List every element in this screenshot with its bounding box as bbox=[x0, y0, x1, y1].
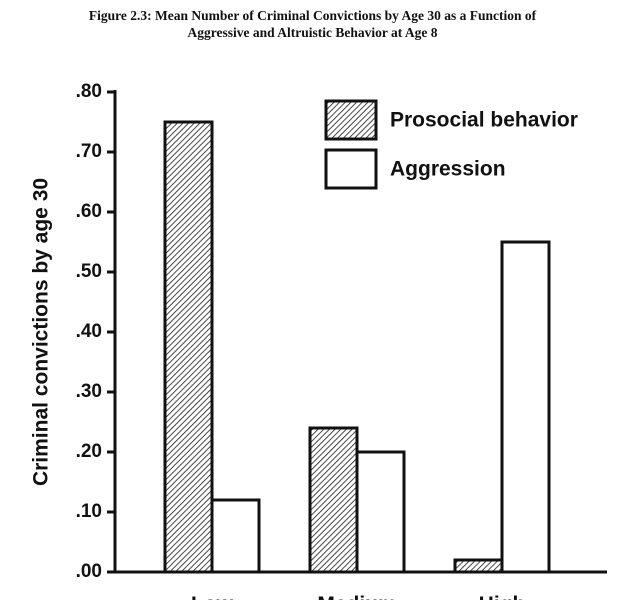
axes-group: .00 .10 .20 .30 .40 .50 .60 .70 .80 Low Medium High bbox=[76, 81, 607, 600]
chart-title: Figure 2.3: Mean Number of Criminal Conv… bbox=[0, 7, 625, 41]
x-category-label: High bbox=[479, 593, 526, 600]
bar-aggression-low bbox=[210, 498, 261, 574]
chart-title-line-1: Figure 2.3: Mean Number of Criminal Conv… bbox=[88, 8, 537, 23]
y-tick-label: .40 bbox=[76, 321, 102, 342]
legend-swatch-prosocial bbox=[324, 99, 378, 141]
legend-label-aggression: Aggression bbox=[390, 158, 506, 181]
y-tick-label: .00 bbox=[76, 561, 102, 582]
x-category-label: Low bbox=[191, 593, 234, 600]
y-tick-label: .70 bbox=[76, 141, 102, 162]
bars-group bbox=[163, 120, 551, 574]
x-category-label: Medium bbox=[317, 593, 396, 600]
legend-label-prosocial: Prosocial behavior bbox=[390, 109, 578, 132]
y-axis-label: Criminal convictions by age 30 bbox=[30, 178, 53, 486]
y-tick-label: .10 bbox=[76, 501, 102, 522]
bar-aggression-medium bbox=[355, 450, 406, 574]
y-tick-label: .50 bbox=[76, 261, 102, 282]
bar-prosocial-low bbox=[163, 120, 214, 574]
y-tick-label: .30 bbox=[76, 381, 102, 402]
bar-aggression-high bbox=[500, 240, 551, 574]
bar-prosocial-high bbox=[453, 558, 504, 574]
legend-swatch-aggression bbox=[324, 148, 378, 190]
chart-title-line-2: Aggressive and Altruistic Behavior at Ag… bbox=[187, 25, 438, 40]
y-tick-label: .80 bbox=[76, 81, 102, 102]
legend: Prosocial behavior Aggression bbox=[324, 99, 578, 190]
y-tick-label: .60 bbox=[76, 201, 102, 222]
bar-prosocial-medium bbox=[308, 426, 359, 574]
y-tick-label: .20 bbox=[76, 441, 102, 462]
